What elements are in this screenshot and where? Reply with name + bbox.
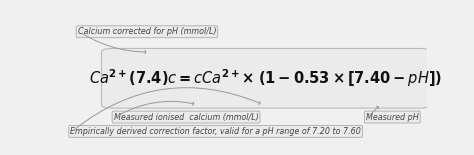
Text: $\mathbf{\mathit{Ca}}^{\mathbf{2+}}\mathbf{(7.4)\mathit{c} = \mathit{c}\mathit{C: $\mathbf{\mathit{Ca}}^{\mathbf{2+}}\math… [90, 67, 443, 89]
Text: Empirically derived correction factor, valid for a pH range of 7.20 to 7.60: Empirically derived correction factor, v… [70, 127, 361, 136]
FancyBboxPatch shape [101, 48, 430, 108]
Text: Measured ionised  calcium (mmol/L): Measured ionised calcium (mmol/L) [114, 113, 258, 122]
Text: Calcium corrected for pH (mmol/L): Calcium corrected for pH (mmol/L) [78, 27, 216, 36]
Text: Measured pH: Measured pH [366, 113, 419, 122]
